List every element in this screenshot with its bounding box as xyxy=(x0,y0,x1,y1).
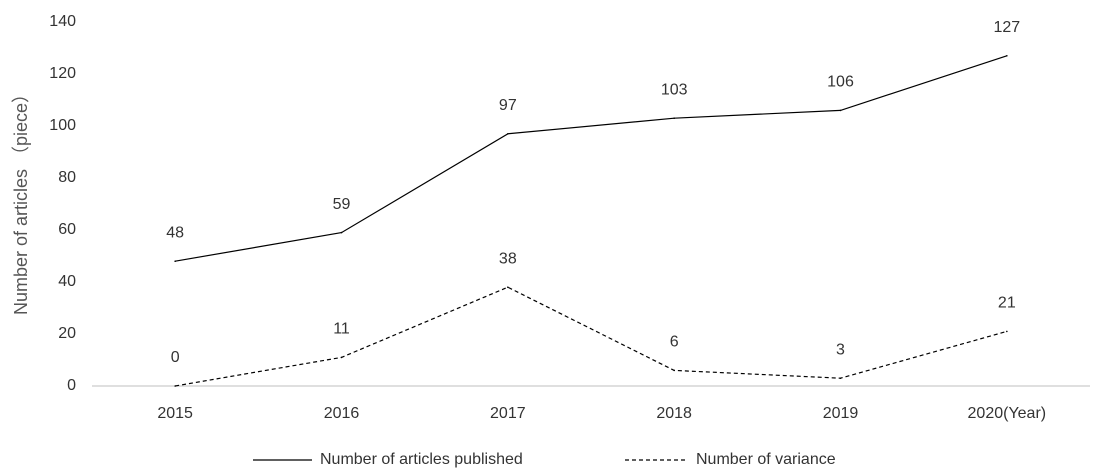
series-0-point xyxy=(1006,55,1008,57)
legend: Number of articles published Number of va… xyxy=(253,451,836,468)
y-tick-label: 60 xyxy=(58,221,76,238)
y-axis-ticks: 0 20 40 60 80 100 120 140 xyxy=(49,13,76,394)
series-1-data-label: 21 xyxy=(998,295,1016,312)
series-1-point xyxy=(340,356,343,359)
series-0-data-label: 59 xyxy=(333,196,351,213)
y-tick-label: 120 xyxy=(49,65,76,82)
x-tick-label: 2018 xyxy=(656,405,692,422)
series-0-data-label: 103 xyxy=(661,81,688,98)
series-1-data-label: 38 xyxy=(499,250,517,267)
series-1-point xyxy=(1006,330,1008,333)
series-0-data-label: 106 xyxy=(827,74,854,91)
series-1-point xyxy=(839,377,842,380)
x-tick-label: 2019 xyxy=(823,405,859,422)
x-axis-ticks: 2015 2016 2017 2018 2019 2020(Year) xyxy=(157,405,1046,422)
series-0-data-label: 48 xyxy=(166,224,184,241)
series-lines xyxy=(174,55,1008,387)
series-0-point xyxy=(340,231,343,234)
series-0-point xyxy=(673,117,675,119)
variance-series-line xyxy=(175,286,1007,387)
series-1-data-label: 0 xyxy=(171,349,180,366)
x-tick-label: 2020(Year) xyxy=(968,405,1047,422)
series-1-data-label: 3 xyxy=(836,341,845,358)
series-1-point xyxy=(507,286,509,289)
y-tick-label: 20 xyxy=(58,325,76,342)
series-1-data-label: 6 xyxy=(670,334,679,351)
series-0-point xyxy=(839,109,842,112)
series-0-point xyxy=(507,133,509,135)
y-tick-label: 100 xyxy=(49,117,76,134)
x-tick-label: 2016 xyxy=(324,405,360,422)
x-tick-label: 2015 xyxy=(157,405,193,422)
series-1-point xyxy=(174,385,176,387)
y-axis-title: Number of articles （piece） xyxy=(11,85,31,315)
y-tick-label: 40 xyxy=(58,273,76,290)
y-tick-label: 0 xyxy=(67,377,76,394)
series-0-data-label: 127 xyxy=(993,19,1020,36)
legend-label: Number of articles published xyxy=(320,451,523,468)
y-axis-title-group: Number of articles （piece） xyxy=(11,85,31,315)
series-1-data-label: 11 xyxy=(333,321,350,338)
data-labels: 48 59 97 103 106 127 0 11 38 6 3 21 xyxy=(166,19,1020,366)
series-0-data-label: 97 xyxy=(499,97,517,114)
y-tick-label: 80 xyxy=(58,169,76,186)
series-0-point xyxy=(174,260,176,263)
y-tick-label: 140 xyxy=(49,13,76,30)
x-tick-label: 2017 xyxy=(490,405,526,422)
articles-series-line xyxy=(175,55,1008,262)
series-1-point xyxy=(673,369,675,372)
legend-label: Number of variance xyxy=(696,451,836,468)
